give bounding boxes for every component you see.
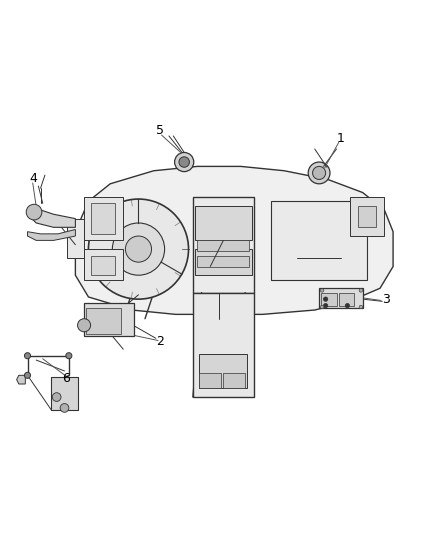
Bar (195, 249, 252, 275)
Circle shape (88, 199, 188, 299)
Bar (358, 206, 376, 228)
Circle shape (26, 204, 42, 220)
Bar (67, 219, 84, 258)
Bar (350, 197, 385, 236)
Circle shape (66, 353, 72, 359)
Bar (84, 249, 123, 279)
Text: 1: 1 (336, 133, 344, 146)
Bar (199, 353, 247, 389)
Bar (51, 377, 78, 410)
Circle shape (60, 403, 69, 413)
Bar (339, 293, 354, 305)
Bar (84, 303, 134, 336)
Circle shape (359, 289, 363, 292)
Bar (86, 308, 121, 334)
Circle shape (175, 152, 194, 172)
Circle shape (113, 223, 165, 275)
Bar (197, 256, 250, 266)
Bar (91, 256, 115, 275)
Polygon shape (17, 375, 25, 384)
Circle shape (52, 393, 61, 401)
Circle shape (321, 289, 324, 292)
Circle shape (313, 166, 325, 180)
Polygon shape (28, 208, 75, 228)
Bar (84, 197, 123, 240)
Bar (91, 204, 115, 234)
Bar (271, 201, 367, 279)
Bar (223, 373, 245, 389)
Circle shape (25, 372, 31, 378)
Circle shape (179, 157, 189, 167)
Circle shape (308, 162, 330, 184)
Circle shape (359, 305, 363, 309)
Circle shape (78, 319, 91, 332)
Bar (199, 373, 221, 389)
Bar (195, 206, 252, 240)
Bar (193, 293, 254, 397)
Circle shape (25, 353, 31, 359)
Text: 5: 5 (156, 124, 164, 137)
Circle shape (323, 297, 328, 301)
Circle shape (321, 305, 324, 309)
Text: 6: 6 (62, 372, 70, 385)
Bar (321, 293, 336, 305)
Text: 3: 3 (382, 294, 390, 306)
Polygon shape (75, 166, 393, 314)
Circle shape (345, 303, 350, 308)
Text: 2: 2 (156, 335, 164, 348)
Circle shape (125, 236, 152, 262)
Circle shape (323, 303, 328, 308)
Bar (193, 197, 254, 293)
Polygon shape (28, 230, 75, 240)
Text: 4: 4 (30, 172, 38, 184)
Bar (197, 240, 250, 251)
Bar (319, 288, 363, 308)
